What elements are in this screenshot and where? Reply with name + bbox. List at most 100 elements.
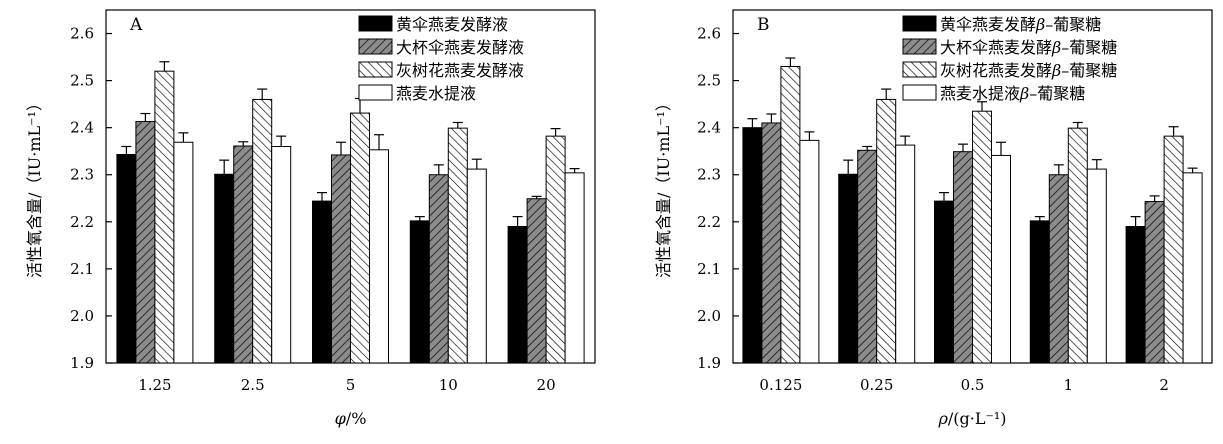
bar-3 xyxy=(972,110,992,364)
legend-swatch xyxy=(902,15,937,32)
legend-label-prefix: 燕麦水提液 xyxy=(940,84,1020,103)
legend-label-prefix: 黄伞燕麦发酵 xyxy=(940,15,1036,34)
bar-3 xyxy=(545,135,566,364)
legend-label: 黄伞燕麦发酵液 xyxy=(396,15,508,34)
x-axis-unit: /(g·L⁻¹) xyxy=(948,409,1007,428)
x-tick-label: 1 xyxy=(1064,376,1074,394)
error-bar xyxy=(1053,164,1064,175)
bar-4 xyxy=(1086,168,1107,364)
y-tick-label: 2.0 xyxy=(697,307,721,325)
bar-1 xyxy=(312,200,332,364)
bar-2 xyxy=(1048,174,1069,364)
y-tick-label: 1.9 xyxy=(697,354,721,372)
error-bar xyxy=(317,192,327,202)
y-tick-label: 1.9 xyxy=(70,354,94,372)
y-tick-label: 2.5 xyxy=(70,72,94,90)
bar-3 xyxy=(447,127,468,364)
legend-label-prefix: 灰树花燕麦发酵 xyxy=(940,61,1052,80)
legend-swatch xyxy=(902,61,937,78)
y-tick-label: 2.1 xyxy=(70,260,94,278)
bar-4 xyxy=(991,154,1011,364)
legend-label-suffix: –葡聚糖 xyxy=(1029,84,1085,103)
panel-a-chart: 1.9 2.0 2.1 2.2 2.3 2.4 2.5 2.6 1.25 2.5 5 10 20 A 黄伞燕… xyxy=(25,9,596,428)
x-tick-label: 0.25 xyxy=(860,376,893,394)
error-bar xyxy=(843,159,854,175)
legend-swatch xyxy=(902,38,937,55)
bar-3 xyxy=(876,98,897,364)
x-axis-variable: φ xyxy=(335,409,347,428)
legend-label-suffix: –葡聚糖 xyxy=(1061,38,1117,57)
error-bar xyxy=(1034,216,1045,221)
bar-1 xyxy=(507,226,528,364)
panel-label: B xyxy=(757,15,770,35)
bar-2 xyxy=(526,198,547,364)
legend-label: 大杯伞燕麦发酵β–葡聚糖 xyxy=(940,38,1117,57)
error-bar xyxy=(140,112,151,122)
legend-label: 燕麦水提液β–葡聚糖 xyxy=(940,84,1085,103)
bar-1 xyxy=(214,173,235,364)
error-bar xyxy=(374,134,384,150)
y-tick-label: 2.6 xyxy=(697,25,721,43)
bar-1 xyxy=(1029,220,1050,364)
bar-1 xyxy=(838,173,859,364)
error-bar xyxy=(939,192,949,202)
bar-2 xyxy=(331,154,351,364)
error-bar xyxy=(958,143,968,152)
bar-4 xyxy=(799,139,820,364)
bar-4 xyxy=(271,145,292,364)
error-bar xyxy=(257,88,268,100)
x-tick-label: 20 xyxy=(537,376,556,394)
error-bar xyxy=(121,145,132,155)
error-bar xyxy=(569,168,580,173)
error-bar xyxy=(747,118,758,128)
error-bar xyxy=(862,145,873,151)
bar-4 xyxy=(895,144,916,364)
error-bar xyxy=(531,195,542,199)
error-bar xyxy=(159,61,170,72)
x-axis-variable: ρ xyxy=(937,409,948,428)
error-bar xyxy=(178,132,189,143)
bar-1 xyxy=(934,200,954,364)
legend-label-greek: β xyxy=(1051,61,1061,80)
error-bar xyxy=(996,141,1006,156)
error-bar xyxy=(355,97,365,114)
legend-label-suffix: –葡聚糖 xyxy=(1045,15,1101,34)
legend-swatch xyxy=(358,84,393,101)
y-axis-title: 活性氧含量/（IU·mL⁻¹） xyxy=(654,95,673,278)
bar-3 xyxy=(252,98,273,364)
y-tick-label: 2.2 xyxy=(697,213,721,231)
error-bar xyxy=(471,158,482,170)
legend-label-greek: β xyxy=(1035,15,1045,34)
legend-label: 燕麦水提液 xyxy=(396,84,476,103)
error-bar xyxy=(1072,121,1083,129)
error-bar xyxy=(433,164,444,175)
panel-label: A xyxy=(129,15,143,35)
error-bar xyxy=(1168,126,1179,137)
bar-2 xyxy=(233,145,254,364)
error-bar xyxy=(766,113,777,123)
error-bar xyxy=(238,141,249,147)
y-tick-label: 2.6 xyxy=(70,25,94,43)
error-bar xyxy=(804,131,815,141)
bar-2 xyxy=(761,122,782,364)
x-axis-unit: /% xyxy=(346,409,367,428)
panel-b-chart: 1.9 2.0 2.1 2.2 2.3 2.4 2.5 2.6 0.125 0.25 0.5 1 2 B 黄… xyxy=(654,9,1213,428)
y-tick-label: 2.3 xyxy=(697,166,721,184)
error-bar xyxy=(512,216,523,227)
y-tick-label: 2.3 xyxy=(70,166,94,184)
bar-2 xyxy=(135,121,156,364)
bar-1 xyxy=(1125,226,1146,364)
error-bar xyxy=(1187,167,1198,173)
y-tick-label: 2.4 xyxy=(70,119,94,137)
legend-label: 黄伞燕麦发酵β–葡聚糖 xyxy=(940,15,1101,34)
error-bar xyxy=(276,135,287,147)
bar-3 xyxy=(1067,127,1088,364)
error-bar xyxy=(1130,216,1141,227)
error-bar xyxy=(1091,159,1102,170)
legend-label: 灰树花燕麦发酵β–葡聚糖 xyxy=(940,61,1117,80)
legend-label-greek: β xyxy=(1051,38,1061,57)
x-tick-label: 0.5 xyxy=(961,376,985,394)
x-tick-label: 2 xyxy=(1159,376,1169,394)
